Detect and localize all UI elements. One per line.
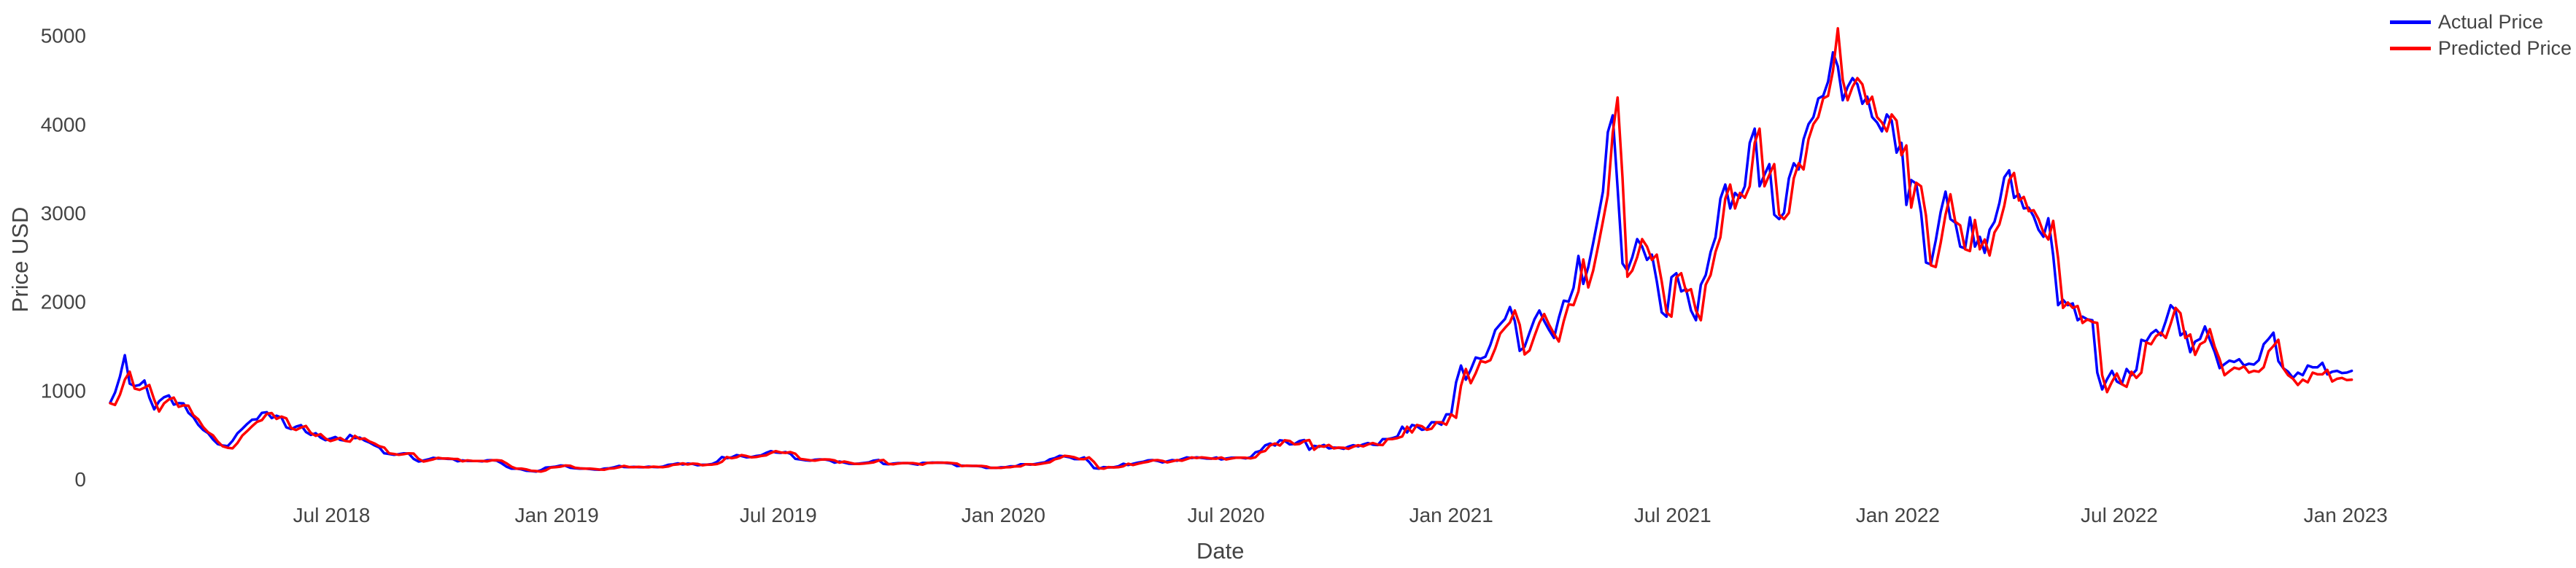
y-tick-label: 4000 <box>41 113 86 136</box>
x-axis-title: Date <box>1196 538 1245 564</box>
legend: Actual Price Predicted Price <box>2389 9 2572 61</box>
x-tick-label: Jan 2020 <box>962 504 1045 526</box>
actual-line-swatch <box>2389 20 2431 24</box>
x-tick-label: Jul 2019 <box>740 504 817 526</box>
y-tick-label: 3000 <box>41 202 86 225</box>
x-tick-label: Jan 2023 <box>2304 504 2388 526</box>
y-axis-title: Price USD <box>7 206 33 313</box>
x-tick-label: Jul 2018 <box>293 504 371 526</box>
predicted-price-line[interactable] <box>109 27 2353 473</box>
legend-label-predicted: Predicted Price <box>2437 36 2572 59</box>
actual-price-line[interactable] <box>109 51 2353 473</box>
legend-label-actual: Actual Price <box>2437 10 2543 33</box>
x-tick-label: Jan 2022 <box>1856 504 1940 526</box>
y-tick-label: 5000 <box>41 25 86 47</box>
x-tick-label: Jan 2019 <box>515 504 599 526</box>
y-tick-label: 0 <box>74 468 86 491</box>
x-tick-label: Jul 2020 <box>1188 504 1265 526</box>
y-tick-label: 2000 <box>41 291 86 314</box>
x-tick-label: Jul 2021 <box>1634 504 1711 526</box>
predicted-line-swatch <box>2389 46 2431 50</box>
legend-item-predicted[interactable]: Predicted Price <box>2389 35 2572 61</box>
x-tick-label: Jan 2021 <box>1409 504 1493 526</box>
legend-item-actual[interactable]: Actual Price <box>2389 9 2572 35</box>
x-tick-label: Jul 2022 <box>2081 504 2158 526</box>
y-tick-label: 1000 <box>41 379 86 402</box>
